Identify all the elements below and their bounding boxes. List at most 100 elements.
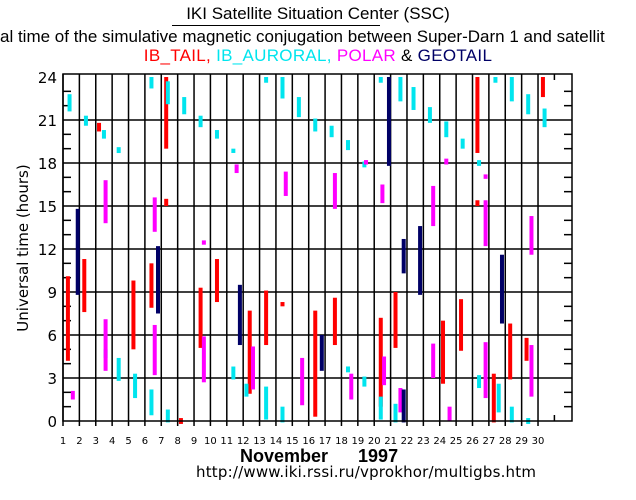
interval-bar-ib-tail [82, 259, 87, 313]
y-tick-label: 0 [47, 413, 57, 431]
interval-bar-ib-auroral [542, 108, 547, 128]
interval-bar-ib-auroral [214, 130, 219, 139]
interval-bar-polar [103, 319, 108, 371]
interval-bar-ib-auroral [509, 77, 514, 102]
interval-bar-ib-tail [214, 259, 219, 303]
x-tick-label: 14 [270, 436, 283, 447]
y-tick-label: 3 [47, 370, 57, 388]
interval-bar-ib-tail [540, 77, 545, 98]
interval-bar-ib-tail [459, 299, 464, 351]
x-tick-label: 22 [401, 436, 414, 447]
interval-bar-ib-auroral [116, 357, 121, 381]
y-tick-label: 6 [47, 327, 57, 345]
interval-bar-geotail [386, 77, 391, 166]
interval-bar-ib-tail [378, 317, 383, 407]
interval-bar-polar [382, 356, 387, 386]
interval-bar-polar [447, 406, 452, 421]
interval-bar-ib-auroral [101, 130, 106, 139]
y-tick-label: 18 [38, 155, 57, 173]
interval-bar-polar [398, 388, 403, 413]
y-tick-label: 24 [38, 69, 57, 87]
y-tick-label: 15 [38, 198, 57, 216]
bars [65, 77, 547, 424]
x-tick-label: 2 [76, 436, 82, 447]
interval-bar-ib-tail [164, 198, 169, 206]
x-tick-label: 13 [253, 436, 266, 447]
legend-item-ib-tail: IB_TAIL, [143, 46, 212, 65]
interval-bar-ib-tail [491, 373, 496, 423]
source-url: http://www.iki.rssi.ru/vprokhor/multigbs… [196, 463, 537, 481]
interval-bar-ib-auroral [378, 77, 383, 83]
chart-subtitle: al time of the simulative magnetic conju… [0, 27, 605, 46]
legend-item-ib-auroral: IB_AURORAL, [211, 46, 332, 65]
interval-bar-geotail [319, 335, 324, 371]
interval-bar-polar [444, 158, 449, 165]
interval-bar-polar [483, 200, 488, 247]
interval-bar-ib-auroral [477, 375, 482, 389]
interval-bar-geotail [75, 208, 80, 295]
interval-bar-ib-auroral [231, 148, 236, 153]
interval-bar-polar [431, 343, 436, 378]
x-tick-label: 20 [368, 436, 381, 447]
interval-bar-polar [349, 373, 354, 400]
interval-bar-ib-auroral [329, 125, 334, 138]
x-tick-label: 15 [286, 436, 299, 447]
y-tick-label: 21 [38, 112, 57, 130]
interval-bar-polar [380, 184, 385, 204]
interval-bar-ib-auroral [116, 147, 121, 154]
y-tick-label: 9 [47, 284, 57, 302]
interval-bar-polar [70, 390, 75, 400]
interval-bar-ib-tail [393, 292, 398, 348]
interval-bar-ib-auroral [244, 383, 249, 397]
x-tick-label: 10 [204, 436, 217, 447]
legend-item-ampersand: & [395, 46, 418, 65]
interval-bar-ib-auroral [280, 406, 285, 423]
chart-title: IKI Satellite Situation Center (SSC) [186, 4, 450, 23]
interval-bar-geotail [401, 389, 406, 423]
interval-bar-geotail [156, 246, 161, 314]
legend-item-polar: POLAR [331, 46, 396, 65]
x-tick-label: 7 [158, 436, 164, 447]
interval-bar-ib-tail [280, 302, 285, 307]
x-tick-label: 28 [499, 436, 512, 447]
y-tick-label: 12 [38, 241, 57, 259]
x-tick-label: 23 [417, 436, 430, 447]
interval-bar-ib-tail [131, 280, 136, 350]
interval-bar-ib-tail [149, 263, 154, 308]
interval-bar-ib-auroral [393, 403, 398, 423]
interval-bar-polar [201, 336, 206, 383]
interval-bar-ib-auroral [67, 94, 72, 112]
interval-bar-ib-tail [508, 323, 513, 380]
interval-bar-ib-auroral [496, 383, 501, 413]
interval-bar-ib-auroral [231, 366, 236, 380]
interval-bar-ib-auroral [264, 386, 269, 420]
interval-bar-polar [201, 240, 206, 245]
interval-bar-ib-tail [524, 337, 529, 361]
interval-bar-ib-auroral [444, 121, 449, 138]
interval-bar-polar [431, 185, 436, 227]
x-tick-label: 18 [335, 436, 348, 447]
interval-bar-geotail [237, 284, 242, 346]
interval-bar-ib-auroral [362, 376, 367, 387]
x-tick-label: 24 [433, 436, 446, 447]
x-axis-label: November 1997 [240, 446, 399, 466]
interval-bar-geotail [499, 254, 504, 324]
interval-bar-polar [234, 164, 239, 174]
interval-bar-polar [483, 342, 488, 399]
interval-bar-ib-auroral [477, 160, 482, 166]
frame [62, 73, 573, 422]
interval-bar-ib-auroral [378, 396, 383, 420]
interval-bar-ib-auroral [264, 77, 269, 83]
interval-bar-ib-auroral [509, 406, 514, 423]
interval-bar-ib-tail [97, 122, 102, 132]
interval-bar-ib-tail [441, 320, 446, 384]
x-tick-label: 19 [351, 436, 364, 447]
grid [62, 74, 572, 426]
interval-bar-ib-auroral [149, 77, 154, 89]
x-tick-label: 1 [60, 436, 66, 447]
interval-bar-ib-tail [332, 297, 337, 346]
interval-bar-polar [529, 345, 534, 397]
interval-bar-ib-auroral [427, 107, 432, 123]
interval-bar-polar [364, 160, 369, 165]
